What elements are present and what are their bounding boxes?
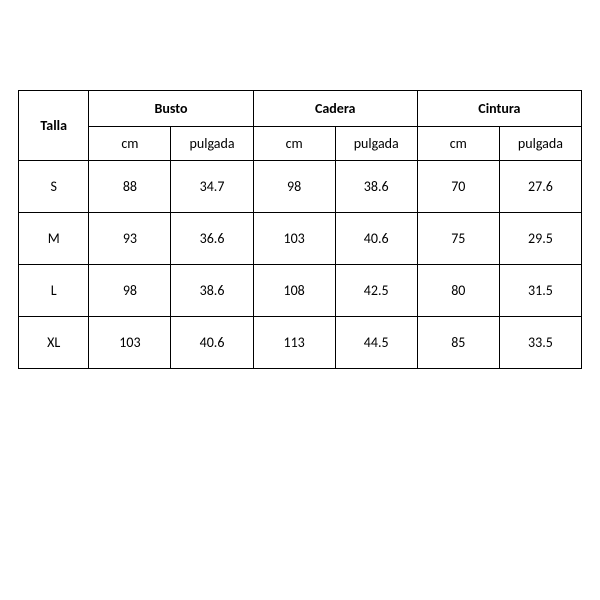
table-row: S 88 34.7 98 38.6 70 27.6 [19, 161, 582, 213]
cell-value: 98 [89, 265, 171, 317]
header-size: Talla [19, 91, 89, 161]
header-group-cintura: Cintura [417, 91, 581, 127]
cell-size: M [19, 213, 89, 265]
cell-value: 38.6 [335, 161, 417, 213]
header-cadera-pulgada: pulgada [335, 127, 417, 161]
cell-value: 40.6 [171, 317, 253, 369]
cell-value: 44.5 [335, 317, 417, 369]
cell-size: L [19, 265, 89, 317]
cell-value: 33.5 [499, 317, 581, 369]
cell-value: 85 [417, 317, 499, 369]
cell-value: 40.6 [335, 213, 417, 265]
cell-value: 70 [417, 161, 499, 213]
table-row: XL 103 40.6 113 44.5 85 33.5 [19, 317, 582, 369]
cell-value: 29.5 [499, 213, 581, 265]
header-busto-cm: cm [89, 127, 171, 161]
cell-value: 103 [89, 317, 171, 369]
cell-value: 27.6 [499, 161, 581, 213]
size-chart-container: Talla Busto Cadera Cintura cm pulgada cm… [0, 0, 600, 369]
cell-value: 31.5 [499, 265, 581, 317]
cell-value: 98 [253, 161, 335, 213]
cell-value: 42.5 [335, 265, 417, 317]
header-group-cadera: Cadera [253, 91, 417, 127]
cell-size: XL [19, 317, 89, 369]
header-row-groups: Talla Busto Cadera Cintura [19, 91, 582, 127]
cell-value: 88 [89, 161, 171, 213]
header-cintura-cm: cm [417, 127, 499, 161]
cell-value: 103 [253, 213, 335, 265]
cell-value: 36.6 [171, 213, 253, 265]
cell-size: S [19, 161, 89, 213]
cell-value: 93 [89, 213, 171, 265]
cell-value: 113 [253, 317, 335, 369]
table-row: M 93 36.6 103 40.6 75 29.5 [19, 213, 582, 265]
cell-value: 38.6 [171, 265, 253, 317]
header-cintura-pulgada: pulgada [499, 127, 581, 161]
cell-value: 108 [253, 265, 335, 317]
header-busto-pulgada: pulgada [171, 127, 253, 161]
table-row: L 98 38.6 108 42.5 80 31.5 [19, 265, 582, 317]
header-group-busto: Busto [89, 91, 253, 127]
header-row-units: cm pulgada cm pulgada cm pulgada [19, 127, 582, 161]
cell-value: 80 [417, 265, 499, 317]
cell-value: 34.7 [171, 161, 253, 213]
header-cadera-cm: cm [253, 127, 335, 161]
size-chart-table: Talla Busto Cadera Cintura cm pulgada cm… [18, 90, 582, 369]
cell-value: 75 [417, 213, 499, 265]
